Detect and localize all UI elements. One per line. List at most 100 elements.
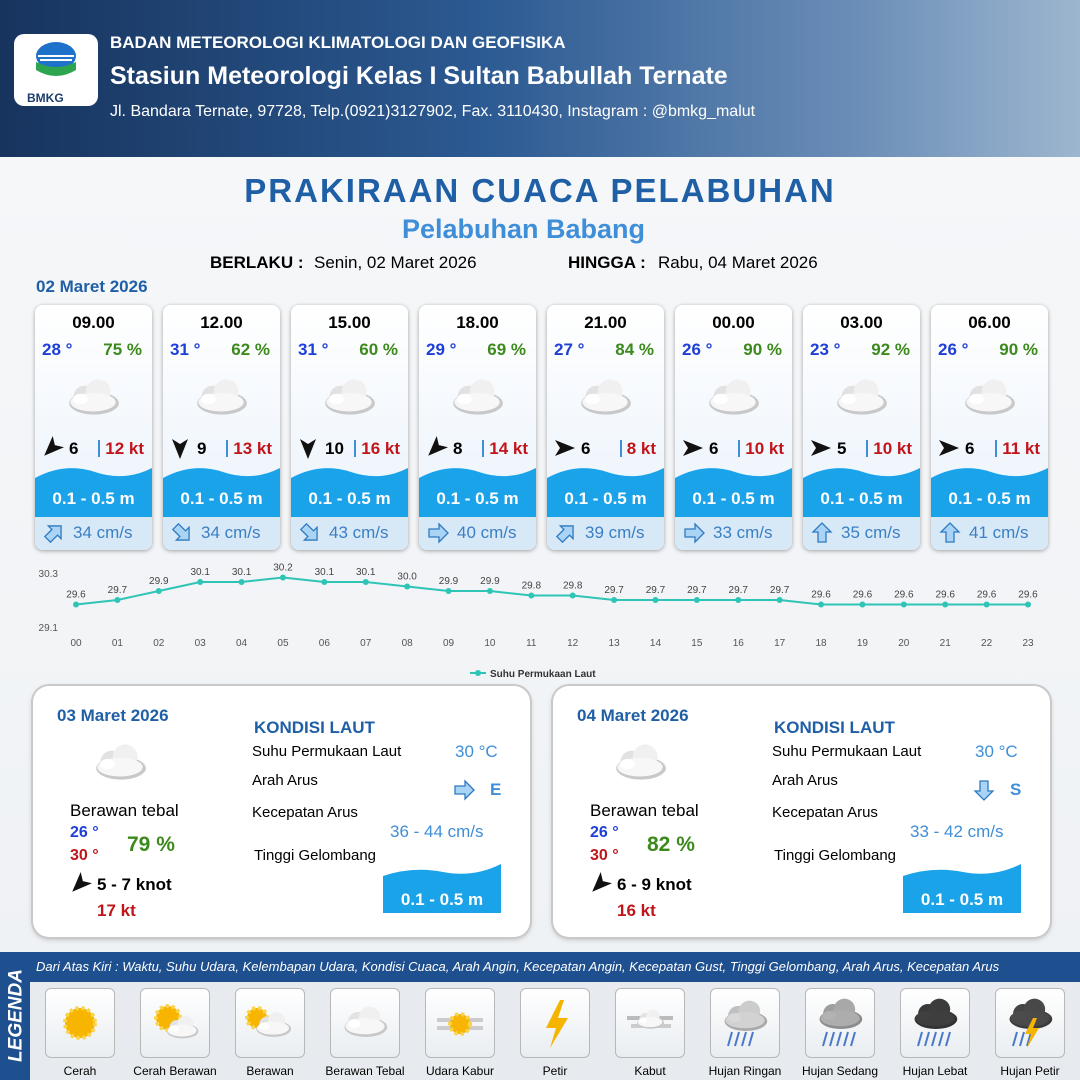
path-shape [547, 468, 664, 517]
point [445, 588, 452, 594]
forecast-card: 15.00 31 ° 60 % 10 16 kt 0.1 - 0.5 m 43 cm/s [291, 305, 408, 550]
path-shape [903, 864, 1021, 913]
point [693, 597, 700, 603]
value-label: 29.7 [729, 585, 749, 596]
legend-label: Cerah [63, 1064, 97, 1078]
line-shape [850, 1031, 856, 1047]
path-shape [419, 468, 536, 517]
humidity: 75 % [103, 340, 142, 359]
time: 15.00 [328, 313, 371, 332]
x-tick-label: 15 [691, 638, 703, 649]
x-tick-label: 19 [857, 638, 869, 649]
line-shape [1019, 1031, 1025, 1047]
line [75, 576, 1028, 606]
path-shape [555, 525, 574, 544]
x-tick-label: 14 [650, 638, 662, 649]
day-date: 04 Maret 2026 [577, 706, 689, 725]
wave [419, 468, 536, 517]
legend-label: Suhu Permukaan Laut [490, 669, 596, 680]
temp-max: 30 ° [590, 847, 619, 864]
condition: Berawan tebal [590, 801, 699, 820]
wave-height: 0.1 - 0.5 m [180, 489, 263, 508]
point [1025, 601, 1031, 608]
wind-arrow [44, 435, 65, 456]
wind-arrow [555, 440, 575, 456]
wind-speed: 9 [197, 439, 207, 458]
subtitle: Pelabuhan Babang [401, 214, 646, 244]
air-temp: 27 ° [554, 340, 585, 359]
humidity: 79 % [127, 833, 175, 856]
x-tick-label: 16 [733, 638, 745, 649]
legend-icon [63, 1006, 97, 1040]
current-arrow [171, 522, 190, 541]
current-speed: 36 - 44 cm/s [390, 822, 484, 841]
point [942, 601, 949, 608]
legend-label: Cerah Berawan [133, 1064, 217, 1078]
wind-speed: 6 [581, 439, 591, 458]
path-shape [546, 1000, 568, 1048]
path-shape [35, 468, 152, 517]
line-shape [1012, 1031, 1018, 1047]
line-shape [843, 1031, 849, 1047]
dir-label: Arah Arus [252, 772, 318, 789]
wind-speed: 10 [325, 439, 344, 458]
circle-shape [448, 1012, 472, 1036]
value-label: 29.7 [687, 585, 707, 596]
current-arrow [939, 522, 961, 543]
line-shape [1026, 1031, 1032, 1047]
value-label: 30.1 [315, 567, 335, 578]
value-label: 29.6 [1018, 590, 1038, 601]
x-tick-label: 09 [443, 638, 455, 649]
use-shape [637, 1009, 665, 1029]
path-shape [36, 62, 76, 76]
y-tick-label: 29.1 [39, 623, 59, 634]
wind-speed: 6 [709, 439, 719, 458]
point [486, 588, 493, 594]
point [279, 574, 286, 581]
humidity: 60 % [359, 340, 398, 359]
station: Stasiun Meteorologi Kelas I Sultan Babul… [110, 62, 728, 90]
legend-icon [245, 1006, 292, 1037]
line-shape [945, 1031, 951, 1047]
current-dir: S [1010, 780, 1022, 799]
point [362, 579, 369, 585]
line-shape [829, 1031, 835, 1047]
use-shape [616, 744, 666, 780]
current-arrow [684, 522, 705, 544]
line-shape [836, 1031, 842, 1047]
x-tick-label: 12 [567, 638, 579, 649]
wind: 5 - 7 knot [97, 875, 172, 894]
x-tick-label: 23 [1022, 638, 1034, 649]
sst-label: Suhu Permukaan Laut [772, 743, 922, 760]
point [528, 592, 535, 599]
wind-speed: 6 [965, 439, 975, 458]
path-shape [811, 440, 831, 456]
current-dir: E [490, 780, 502, 799]
legend-label: Hujan Petir [1000, 1064, 1060, 1078]
line-shape [748, 1031, 754, 1047]
path-shape [72, 871, 93, 892]
humidity: 82 % [647, 833, 695, 856]
use-shape [197, 379, 247, 415]
wind-arrow [811, 440, 831, 456]
wind-arrow [428, 435, 449, 456]
wind-arrow [172, 439, 188, 459]
y-tick-label: 30.3 [39, 569, 59, 580]
point [155, 588, 162, 594]
legend-label: Hujan Sedang [801, 1064, 879, 1078]
x-tick-label: 10 [484, 638, 496, 649]
weather-icon [837, 379, 887, 415]
temp-max: 30 ° [70, 847, 99, 864]
forecast-card: 21.00 27 ° 84 % 6 8 kt 0.1 - 0.5 m 39 cm/s [547, 305, 664, 550]
forecast-card: 09.00 28 ° 75 % 6 12 kt 0.1 - 0.5 m 34 cm/s [35, 305, 152, 550]
point [818, 601, 825, 608]
legend-label: Hujan Ringan [708, 1064, 782, 1078]
humidity: 62 % [231, 340, 270, 359]
wave [383, 864, 501, 913]
x-tick-label: 20 [898, 638, 910, 649]
time: 09.00 [72, 313, 115, 332]
x-tick-label: 05 [277, 638, 289, 649]
use-shape [709, 379, 759, 415]
sst-label: Suhu Permukaan Laut [252, 743, 402, 760]
use-shape [724, 1000, 768, 1031]
